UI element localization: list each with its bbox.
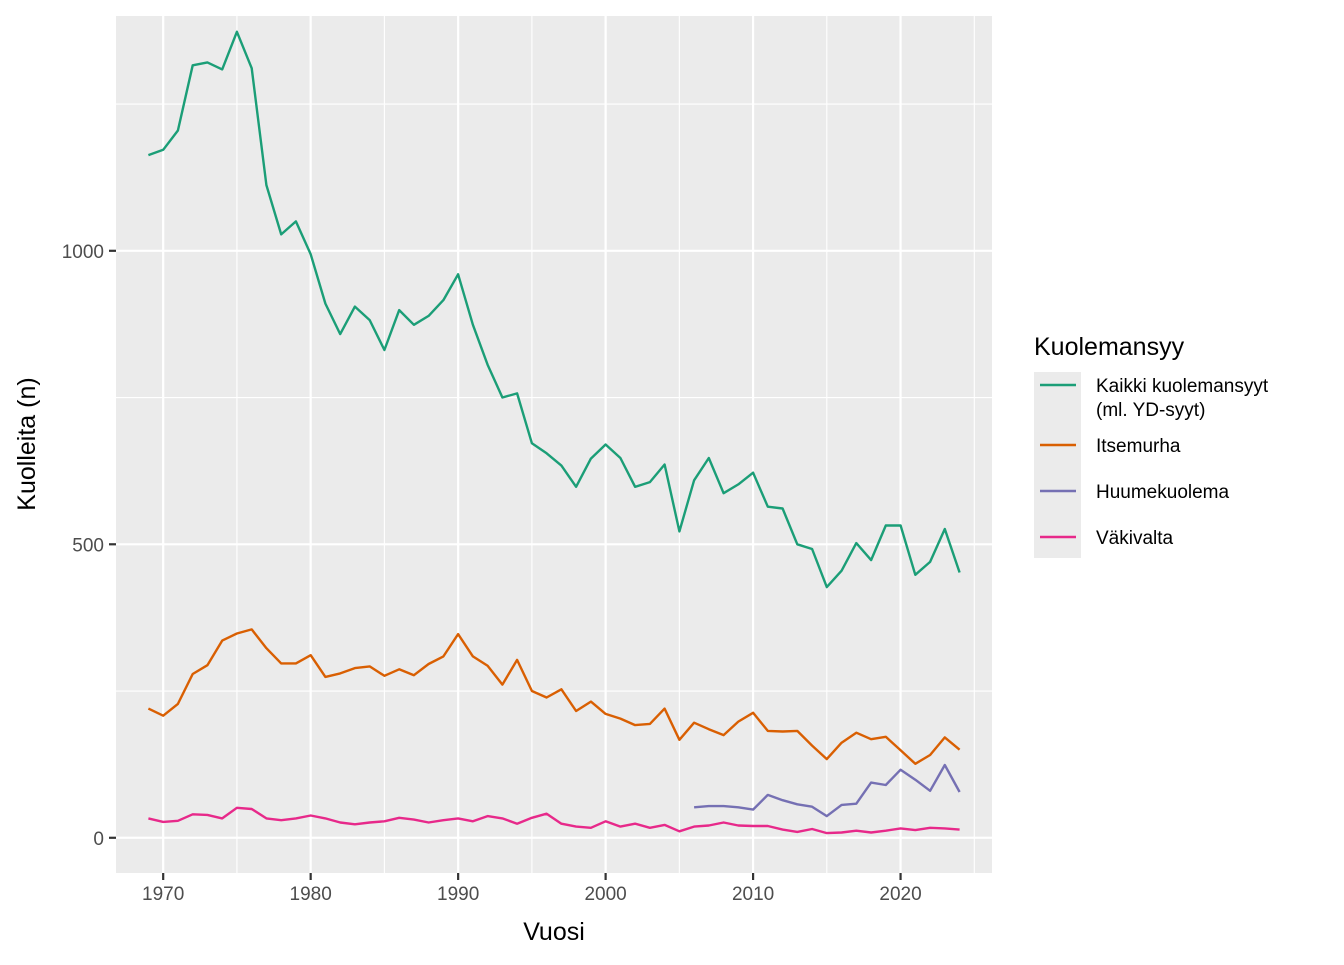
legend-label-huumekuolema: Huumekuolema xyxy=(1096,482,1229,503)
series-line-väkivalta xyxy=(148,806,960,835)
x-tick-label: 1980 xyxy=(290,884,332,905)
y-tick-label: 500 xyxy=(72,535,104,556)
legend-items: Kaikki kuolemansyyt (ml. YD-syyt) Itsemurh… xyxy=(1040,376,1269,549)
series-line-kaikki-kuolemansyyt xyxy=(147,30,961,589)
y-axis: 0 500 1000 xyxy=(62,242,116,850)
x-tick-label: 1990 xyxy=(437,884,479,905)
x-tick-label: 2010 xyxy=(732,884,774,905)
x-axis: 1970 1980 1990 2000 2010 2020 xyxy=(142,873,922,905)
y-tick-label: 1000 xyxy=(62,242,104,263)
series-lines xyxy=(147,30,961,835)
legend: Kuolemansyy Kaikki kuolemansyyt (ml. YD-s… xyxy=(1034,333,1269,558)
legend-label-kaikki-kuolemansyyt: Kaikki kuolemansyyt (ml. YD-syyt) xyxy=(1096,376,1269,421)
series-line-huumekuolema xyxy=(694,763,961,818)
minor-gridlines xyxy=(116,16,992,873)
panel-background xyxy=(116,16,992,873)
x-tick-label: 2000 xyxy=(584,884,626,905)
legend-title: Kuolemansyy xyxy=(1034,333,1185,361)
series-line-itsemurha xyxy=(147,628,961,765)
x-tick-label: 1970 xyxy=(142,884,184,905)
legend-label-väkivalta: Väkivalta xyxy=(1096,528,1174,549)
y-tick-label: 0 xyxy=(93,829,104,850)
x-tick-label: 2020 xyxy=(879,884,921,905)
legend-key-background xyxy=(1034,372,1081,558)
y-axis-title: Kuolleita (n) xyxy=(13,377,41,510)
x-axis-title: Vuosi xyxy=(523,918,585,946)
legend-label-itsemurha: Itsemurha xyxy=(1096,436,1181,457)
